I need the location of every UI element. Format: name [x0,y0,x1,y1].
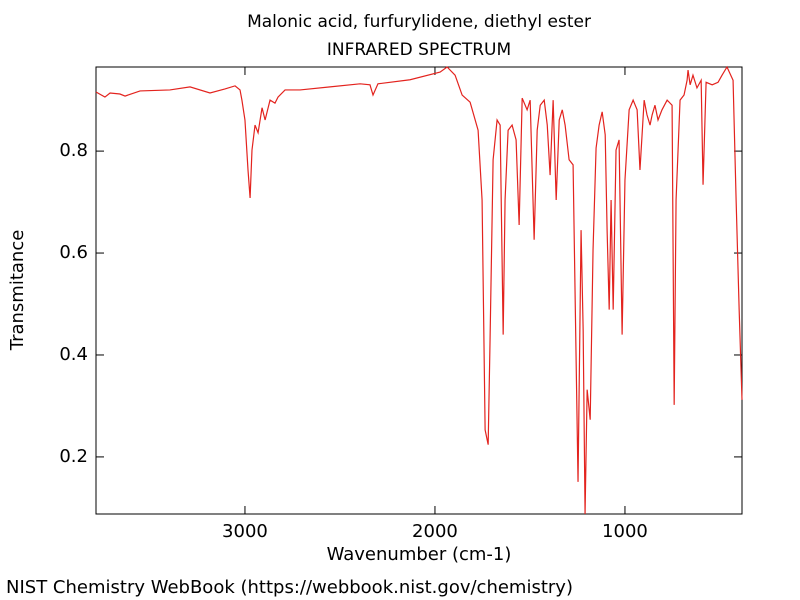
x-axis-label: Wavenumber (cm-1) [327,544,512,565]
x-tick-label: 1000 [602,521,648,542]
x-tick-label: 2000 [412,521,458,542]
y-axis-label: Transmitance [7,230,28,352]
y-tick-label: 0.8 [59,140,88,161]
spectrum-line [95,65,743,515]
chart-subtitle: INFRARED SPECTRUM [327,40,511,60]
plot-frame [95,66,743,515]
x-tick-label: 3000 [222,521,268,542]
y-tick-label: 0.6 [59,242,88,263]
y-tick-label: 0.2 [59,446,88,467]
footer: NIST Chemistry WebBook (https://webbook.… [6,577,573,598]
y-tick-label: 0.4 [59,344,88,365]
chart-title: Malonic acid, furfurylidene, diethyl est… [247,12,591,32]
